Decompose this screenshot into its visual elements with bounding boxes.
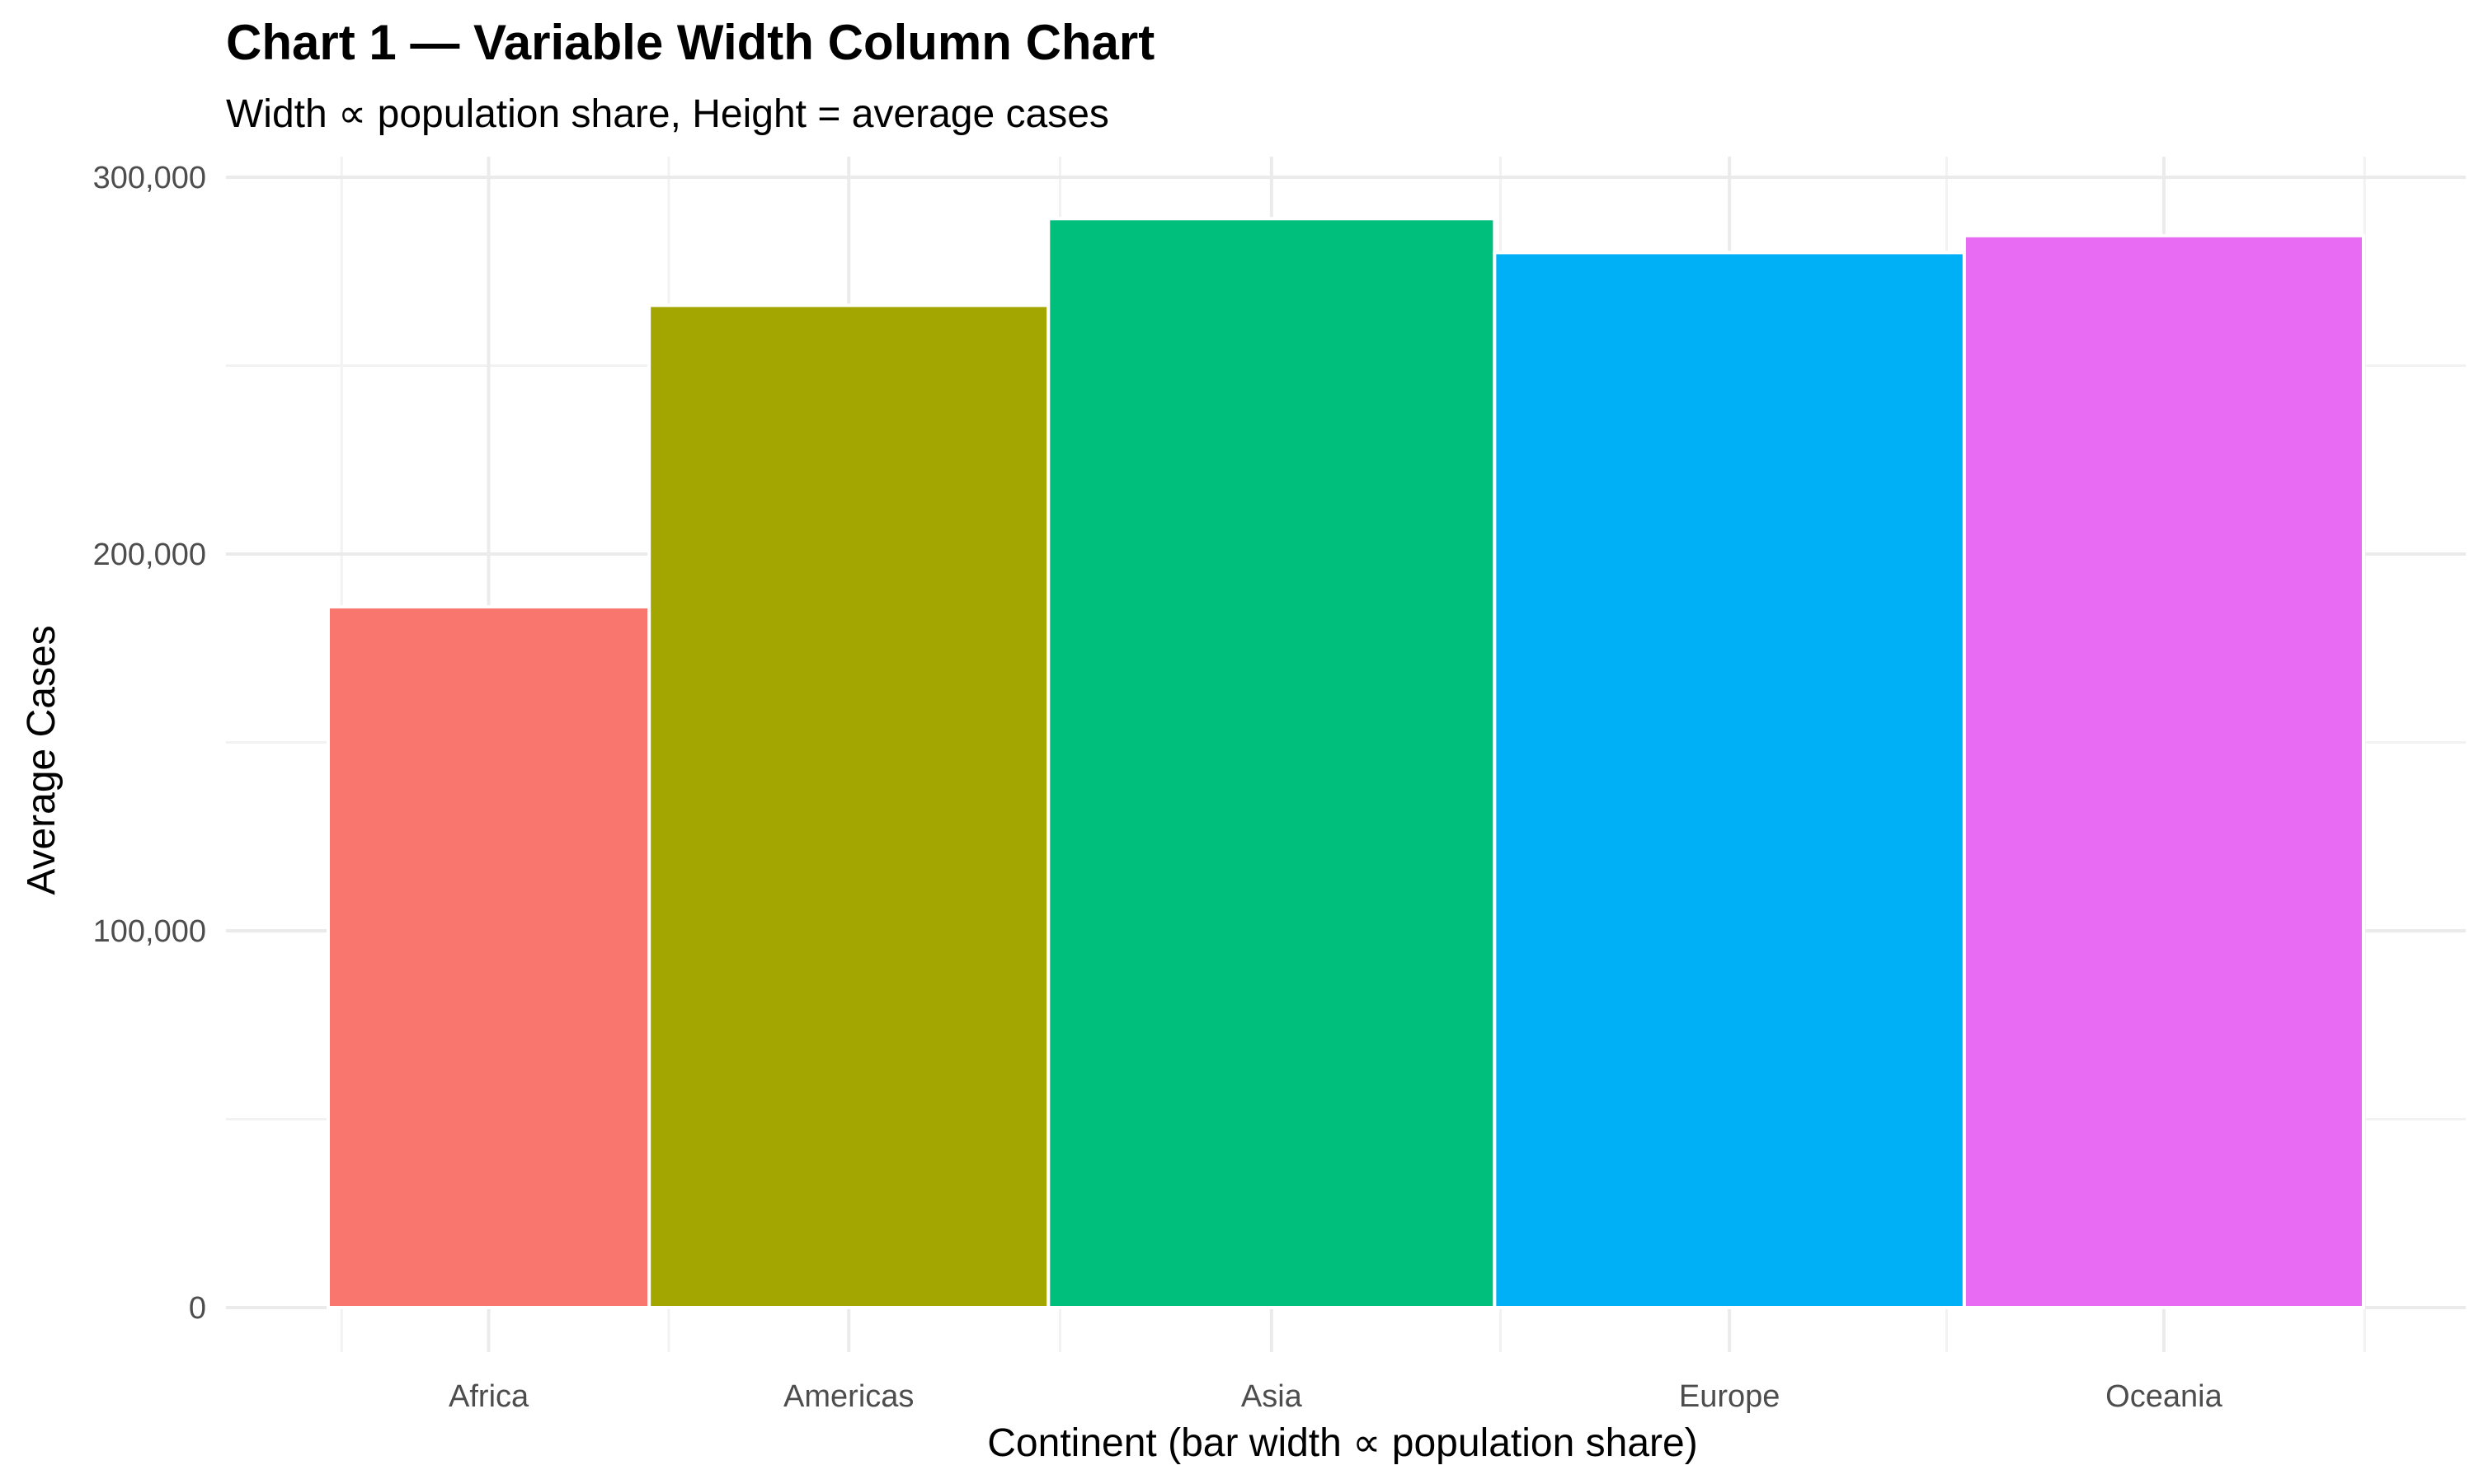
bar-asia: [1047, 217, 1497, 1309]
x-tick-label: Americas: [783, 1379, 914, 1414]
x-tick-label: Asia: [1241, 1379, 1303, 1414]
y-tick-label: 200,000: [93, 538, 206, 572]
x-tick-label: Oceania: [2105, 1379, 2222, 1414]
x-tick-label: Africa: [449, 1379, 529, 1414]
x-tick-label: Europe: [1679, 1379, 1780, 1414]
bar-europe: [1493, 251, 1966, 1309]
y-tick-label: 0: [189, 1291, 206, 1326]
y-tick-label: 300,000: [93, 161, 206, 195]
x-axis-ticks: Africa Americas Asia Europe Oceania: [449, 1379, 2223, 1414]
bar-oceania: [1962, 233, 2366, 1310]
y-axis-title: Average Cases: [20, 625, 63, 895]
y-axis-ticks: 0 100,000 200,000 300,000: [93, 161, 206, 1326]
bar-americas: [647, 303, 1051, 1309]
bars: [327, 217, 2366, 1310]
bar-africa: [327, 604, 651, 1309]
y-tick-label: 100,000: [93, 914, 206, 949]
x-axis-title: Continent (bar width ∝ population share): [987, 1421, 1697, 1465]
chart-title: Chart 1 — Variable Width Column Chart: [226, 15, 1155, 70]
chart-subtitle: Width ∝ population share, Height = avera…: [226, 92, 1109, 136]
